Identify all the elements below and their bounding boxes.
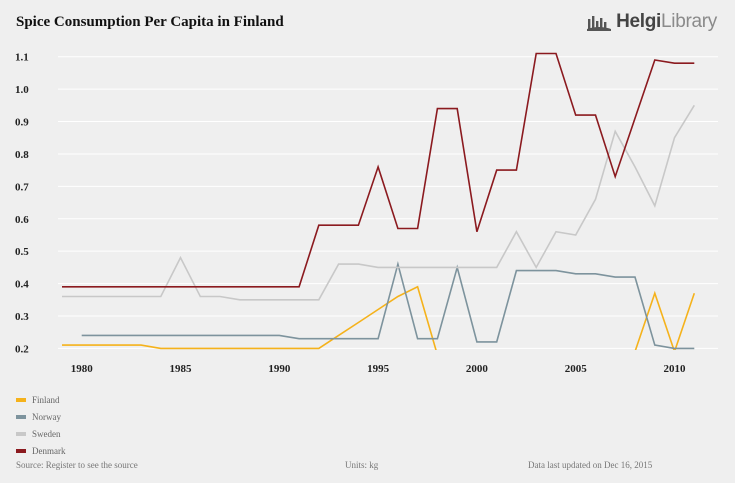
y-tick-label: 0.3 [15, 311, 29, 323]
series-line-norway[interactable] [81, 260, 695, 350]
x-tick-label: 2000 [466, 363, 489, 375]
chart-legend: Finland Norway Sweden Denmark [16, 391, 66, 459]
y-axis-tick-labels: 0.2 0.3 0.4 0.5 0.6 0.7 0.8 0.9 1.0 1.1 [15, 52, 29, 356]
page-title: Spice Consumption Per Capita in Finland [16, 14, 284, 30]
y-tick-label: 1.0 [15, 84, 29, 96]
brand-name: HelgiLibrary [616, 11, 717, 32]
legend-swatch-norway [16, 414, 26, 419]
legend-label: Norway [32, 411, 61, 422]
series-line-sweden[interactable] [62, 104, 695, 301]
x-tick-label: 1980 [71, 363, 94, 375]
legend-swatch-sweden [16, 431, 26, 436]
y-tick-label: 0.5 [15, 246, 29, 258]
legend-item-sweden[interactable]: Sweden [16, 425, 66, 442]
y-tick-label: 0.8 [15, 149, 29, 161]
y-tick-label: 0.6 [15, 214, 29, 226]
chart-grid [58, 56, 718, 349]
y-tick-label: 1.1 [15, 52, 29, 64]
x-tick-label: 2005 [565, 363, 588, 375]
y-tick-label: 0.7 [15, 181, 29, 193]
legend-label: Sweden [32, 428, 61, 439]
chart-series [62, 52, 696, 355]
legend-item-denmark[interactable]: Denmark [16, 442, 66, 459]
legend-item-finland[interactable]: Finland [16, 391, 66, 408]
legend-label: Denmark [32, 445, 66, 456]
y-tick-label: 0.2 [15, 343, 29, 355]
x-tick-label: 1995 [367, 363, 390, 375]
x-axis-tick-labels: 1980 1985 1990 1995 2000 2005 2010 [71, 363, 686, 375]
legend-swatch-denmark [16, 448, 26, 453]
y-tick-label: 0.4 [15, 279, 29, 291]
brand-logo[interactable]: HelgiLibrary [587, 11, 717, 33]
source-note[interactable]: Source: Register to see the source [16, 460, 138, 470]
legend-item-norway[interactable]: Norway [16, 408, 66, 425]
y-tick-label: 0.9 [15, 117, 29, 129]
x-tick-label: 1985 [170, 363, 193, 375]
x-tick-label: 2010 [664, 363, 687, 375]
last-updated-note: Data last updated on Dec 16, 2015 [528, 460, 653, 470]
helgi-library-logo-icon [587, 16, 612, 31]
series-line-denmark[interactable] [62, 52, 695, 288]
legend-label: Finland [32, 394, 60, 405]
legend-swatch-finland [16, 397, 26, 402]
line-chart: 0.20.30.40.50.60.70.80.91.01.1 1980 1985 1… [15, 52, 718, 375]
units-note: Units: kg [345, 460, 379, 470]
series-line-finland[interactable] [62, 285, 696, 355]
x-tick-label: 1990 [268, 363, 291, 375]
